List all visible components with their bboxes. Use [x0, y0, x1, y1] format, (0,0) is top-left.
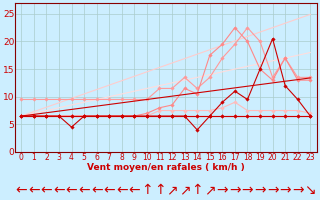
X-axis label: Vent moyen/en rafales ( km/h ): Vent moyen/en rafales ( km/h ): [87, 163, 245, 172]
